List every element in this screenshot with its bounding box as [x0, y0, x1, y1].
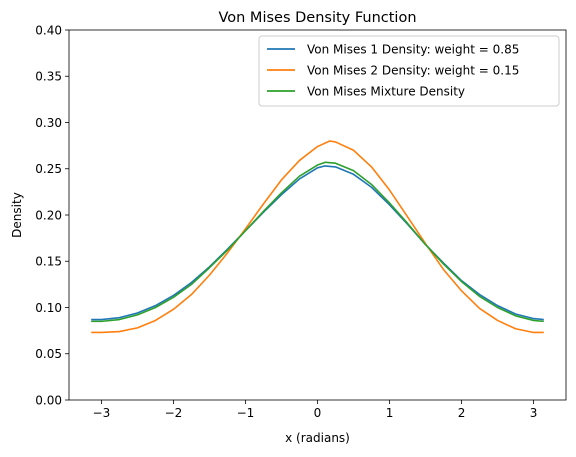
x-tick-label: 0 — [314, 406, 322, 420]
x-tick-label: 3 — [530, 406, 538, 420]
series-line-3 — [91, 161, 544, 323]
plot-area: −3 −2 −1 0 1 2 3 0.00 0.05 0.10 0.15 0.20 0.25 0.30 0.… — [35, 23, 567, 420]
legend-box — [258, 35, 560, 107]
series-line-1 — [91, 165, 544, 321]
y-tick-label: 0.10 — [35, 301, 62, 315]
x-tick-label: −2 — [165, 406, 183, 420]
y-tick-label: 0.00 — [35, 393, 62, 407]
y-tick-label: 0.30 — [35, 116, 62, 130]
x-tick-label: −1 — [237, 406, 255, 420]
x-tick-label: −3 — [93, 406, 111, 420]
legend-label-3: Von Mises Mixture Density — [307, 85, 465, 99]
y-tick-label: 0.15 — [35, 255, 62, 269]
y-tick-label: 0.25 — [35, 162, 62, 176]
y-axis-label: Density — [10, 192, 24, 238]
legend-label-2: Von Mises 2 Density: weight = 0.15 — [307, 64, 519, 78]
x-axis-label: x (radians) — [285, 431, 350, 445]
y-tick-label: 0.35 — [35, 70, 62, 84]
y-tick-label: 0.40 — [35, 23, 62, 37]
y-tick-label: 0.20 — [35, 208, 62, 222]
series-line-2 — [91, 140, 544, 334]
legend-label-1: Von Mises 1 Density: weight = 0.85 — [307, 43, 519, 57]
x-tick-label: 2 — [458, 406, 466, 420]
legend: Von Mises 1 Density: weight = 0.85 Von Mi… — [258, 35, 560, 107]
y-tick-label: 0.05 — [35, 347, 62, 361]
chart-title: Von Mises Density Function — [218, 10, 416, 26]
x-tick-label: 1 — [386, 406, 394, 420]
